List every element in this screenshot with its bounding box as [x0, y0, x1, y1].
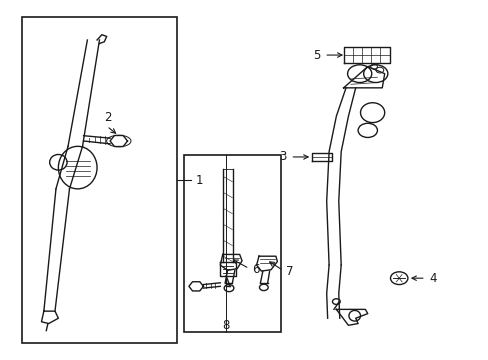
Text: 1: 1: [195, 174, 202, 186]
Text: 5: 5: [312, 49, 320, 62]
Text: 6: 6: [251, 263, 259, 276]
Text: 3: 3: [279, 150, 286, 163]
Text: 2: 2: [104, 111, 112, 124]
Text: 7: 7: [285, 265, 292, 278]
Text: 8: 8: [222, 319, 229, 332]
Bar: [183, 155, 280, 332]
Bar: [22, 17, 177, 343]
Text: 4: 4: [428, 272, 436, 285]
